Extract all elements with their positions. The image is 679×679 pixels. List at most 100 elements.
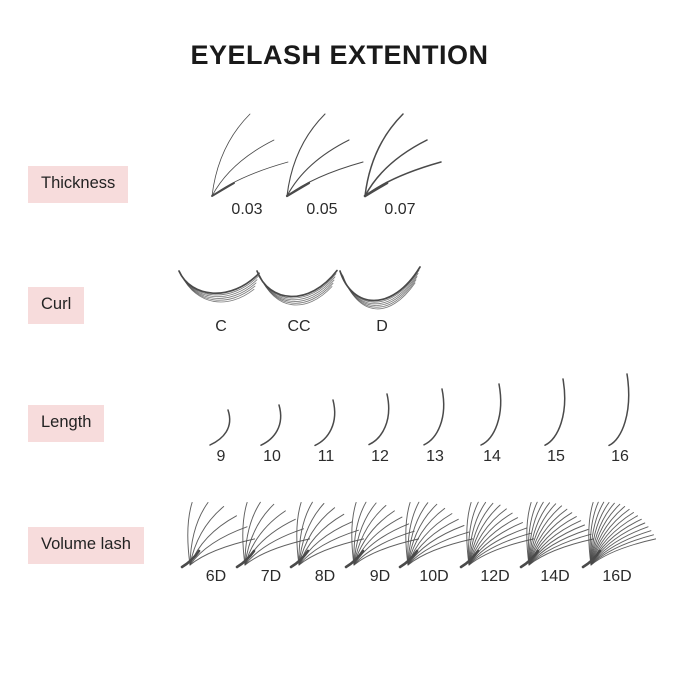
sample-volume-8D: 8D (275, 485, 375, 585)
sample-thickness-0.07: 0.07 (350, 110, 450, 218)
lash-art-wrapper (330, 485, 430, 569)
sample-volume-10D: 10D (384, 485, 484, 585)
sample-caption: 0.05 (306, 201, 338, 218)
sample-caption: 0.07 (384, 201, 416, 218)
sample-length-9: 9 (171, 383, 271, 465)
sample-length-14: 14 (442, 383, 542, 465)
lash-art-wrapper (171, 251, 271, 319)
samples-length: 9 10 11 12 13 14 15 16 (0, 372, 679, 485)
sample-caption: 6D (205, 568, 227, 585)
lash-art-wrapper (222, 383, 322, 449)
sample-caption: 12D (480, 568, 510, 585)
lash-illustration-icon (398, 501, 473, 569)
lash-art-wrapper (166, 485, 266, 569)
lash-illustration-icon (211, 113, 289, 197)
lash-illustration-icon (608, 372, 630, 446)
sample-thickness-0.03: 0.03 (197, 110, 297, 218)
sample-caption: 10 (263, 448, 281, 465)
lash-illustration-icon (344, 501, 419, 569)
lash-art-wrapper (445, 485, 545, 569)
lash-illustration-icon (459, 501, 534, 569)
lash-illustration-icon (368, 393, 390, 446)
lash-illustration-icon (314, 398, 336, 446)
sample-caption: 9D (369, 568, 391, 585)
samples-curl: C CC D (0, 245, 679, 365)
lash-illustration-icon (178, 270, 260, 303)
sample-volume-16D: 16D (567, 485, 667, 585)
row-label-volume: Volume lash (28, 527, 144, 564)
sample-caption: CC (287, 318, 311, 335)
lash-illustration-icon (519, 501, 594, 569)
sample-caption: 10D (419, 568, 449, 585)
sample-caption: 16 (611, 448, 629, 465)
row-label-length: Length (28, 405, 105, 442)
sample-length-16: 16 (570, 372, 670, 465)
row-label-thickness: Thickness (28, 166, 129, 203)
lash-illustration-icon (260, 404, 282, 446)
sample-volume-6D: 6D (166, 485, 266, 585)
row-label-curl: Curl (28, 287, 85, 324)
lash-art-wrapper (197, 110, 297, 202)
sample-caption: C (215, 318, 227, 335)
lash-illustration-icon (256, 269, 338, 306)
lash-art-wrapper (567, 485, 667, 569)
sample-volume-9D: 9D (330, 485, 430, 585)
sample-caption: D (376, 318, 388, 335)
row-curl: Curl C CC D (0, 245, 679, 365)
lash-art-wrapper (384, 485, 484, 569)
lash-art-wrapper (442, 383, 542, 449)
sample-curl-CC: CC (249, 251, 349, 335)
page-title: EYELASH EXTENTION (190, 40, 489, 70)
lash-illustration-icon (423, 388, 445, 446)
lash-art-wrapper (275, 485, 375, 569)
sample-caption: 12 (371, 448, 389, 465)
sample-caption: 15 (547, 448, 565, 465)
samples-volume: 6D 7D 8D 9D 10D 12D 14D 16D (0, 485, 679, 605)
row-volume: Volume lash 6D 7D 8D 9D 10D 12D 14D 16D (0, 485, 679, 605)
sample-caption: 14D (540, 568, 570, 585)
lash-illustration-icon (235, 501, 310, 569)
row-thickness: Thickness 0.03 0.05 0.07 (0, 110, 679, 240)
lash-art-wrapper (332, 251, 432, 319)
sample-volume-7D: 7D (221, 485, 321, 585)
lash-art-wrapper (276, 383, 376, 449)
lash-illustration-icon (480, 383, 502, 446)
lash-art-wrapper (221, 485, 321, 569)
lash-art-wrapper (272, 110, 372, 202)
sample-curl-D: D (332, 251, 432, 335)
sample-caption: 14 (483, 448, 501, 465)
sample-caption: 7D (260, 568, 282, 585)
lash-art-wrapper (249, 251, 349, 319)
sample-volume-12D: 12D (445, 485, 545, 585)
lash-illustration-icon (363, 113, 442, 198)
sample-curl-C: C (171, 251, 271, 335)
lash-art-wrapper (385, 383, 485, 449)
lash-illustration-icon (289, 501, 364, 569)
lash-art-wrapper (350, 110, 450, 202)
sample-length-11: 11 (276, 383, 376, 465)
sample-caption: 8D (314, 568, 336, 585)
sample-volume-14D: 14D (505, 485, 605, 585)
samples-thickness: 0.03 0.05 0.07 (0, 110, 679, 240)
sample-caption: 0.03 (231, 201, 263, 218)
lash-illustration-icon (209, 409, 231, 446)
sample-length-13: 13 (385, 383, 485, 465)
lash-illustration-icon (180, 502, 255, 569)
lash-art-wrapper (171, 383, 271, 449)
lash-art-wrapper (506, 378, 606, 449)
sample-caption: 16D (602, 568, 632, 585)
sample-length-10: 10 (222, 383, 322, 465)
sample-caption: 11 (317, 448, 335, 465)
sample-length-12: 12 (330, 383, 430, 465)
sample-caption: 9 (216, 448, 226, 465)
lash-illustration-icon (581, 501, 656, 569)
lash-illustration-icon (544, 378, 566, 446)
sample-length-15: 15 (506, 378, 606, 465)
lash-illustration-icon (339, 266, 421, 310)
row-length: Length 9 10 11 12 13 14 15 16 (0, 372, 679, 485)
lash-art-wrapper (505, 485, 605, 569)
lash-art-wrapper (570, 372, 670, 449)
lash-illustration-icon (285, 113, 364, 198)
sample-thickness-0.05: 0.05 (272, 110, 372, 218)
